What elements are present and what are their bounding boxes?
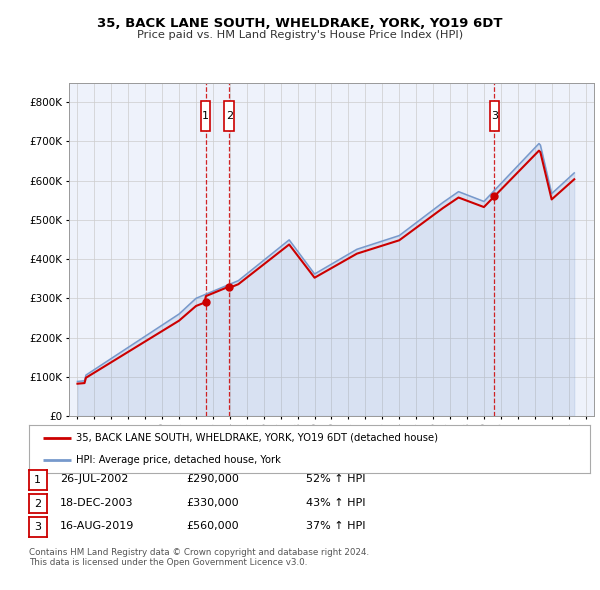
Text: 16-AUG-2019: 16-AUG-2019 [60, 522, 134, 531]
Text: 52% ↑ HPI: 52% ↑ HPI [306, 474, 365, 484]
Text: 43% ↑ HPI: 43% ↑ HPI [306, 498, 365, 507]
Text: 35, BACK LANE SOUTH, WHELDRAKE, YORK, YO19 6DT (detached house): 35, BACK LANE SOUTH, WHELDRAKE, YORK, YO… [76, 433, 439, 443]
Text: 3: 3 [491, 111, 498, 121]
Text: 1: 1 [202, 111, 209, 121]
Text: £290,000: £290,000 [186, 474, 239, 484]
FancyBboxPatch shape [224, 101, 234, 131]
FancyBboxPatch shape [201, 101, 211, 131]
Text: £330,000: £330,000 [186, 498, 239, 507]
Text: 1: 1 [34, 475, 41, 485]
Text: Price paid vs. HM Land Registry's House Price Index (HPI): Price paid vs. HM Land Registry's House … [137, 30, 463, 40]
Text: 2: 2 [34, 499, 41, 509]
Text: Contains HM Land Registry data © Crown copyright and database right 2024.
This d: Contains HM Land Registry data © Crown c… [29, 548, 369, 567]
Text: £560,000: £560,000 [186, 522, 239, 531]
Text: 3: 3 [34, 522, 41, 532]
Text: 18-DEC-2003: 18-DEC-2003 [60, 498, 133, 507]
Text: 2: 2 [226, 111, 233, 121]
Text: HPI: Average price, detached house, York: HPI: Average price, detached house, York [76, 455, 281, 465]
Text: 26-JUL-2002: 26-JUL-2002 [60, 474, 128, 484]
FancyBboxPatch shape [490, 101, 499, 131]
Text: 35, BACK LANE SOUTH, WHELDRAKE, YORK, YO19 6DT: 35, BACK LANE SOUTH, WHELDRAKE, YORK, YO… [97, 17, 503, 30]
Text: 37% ↑ HPI: 37% ↑ HPI [306, 522, 365, 531]
